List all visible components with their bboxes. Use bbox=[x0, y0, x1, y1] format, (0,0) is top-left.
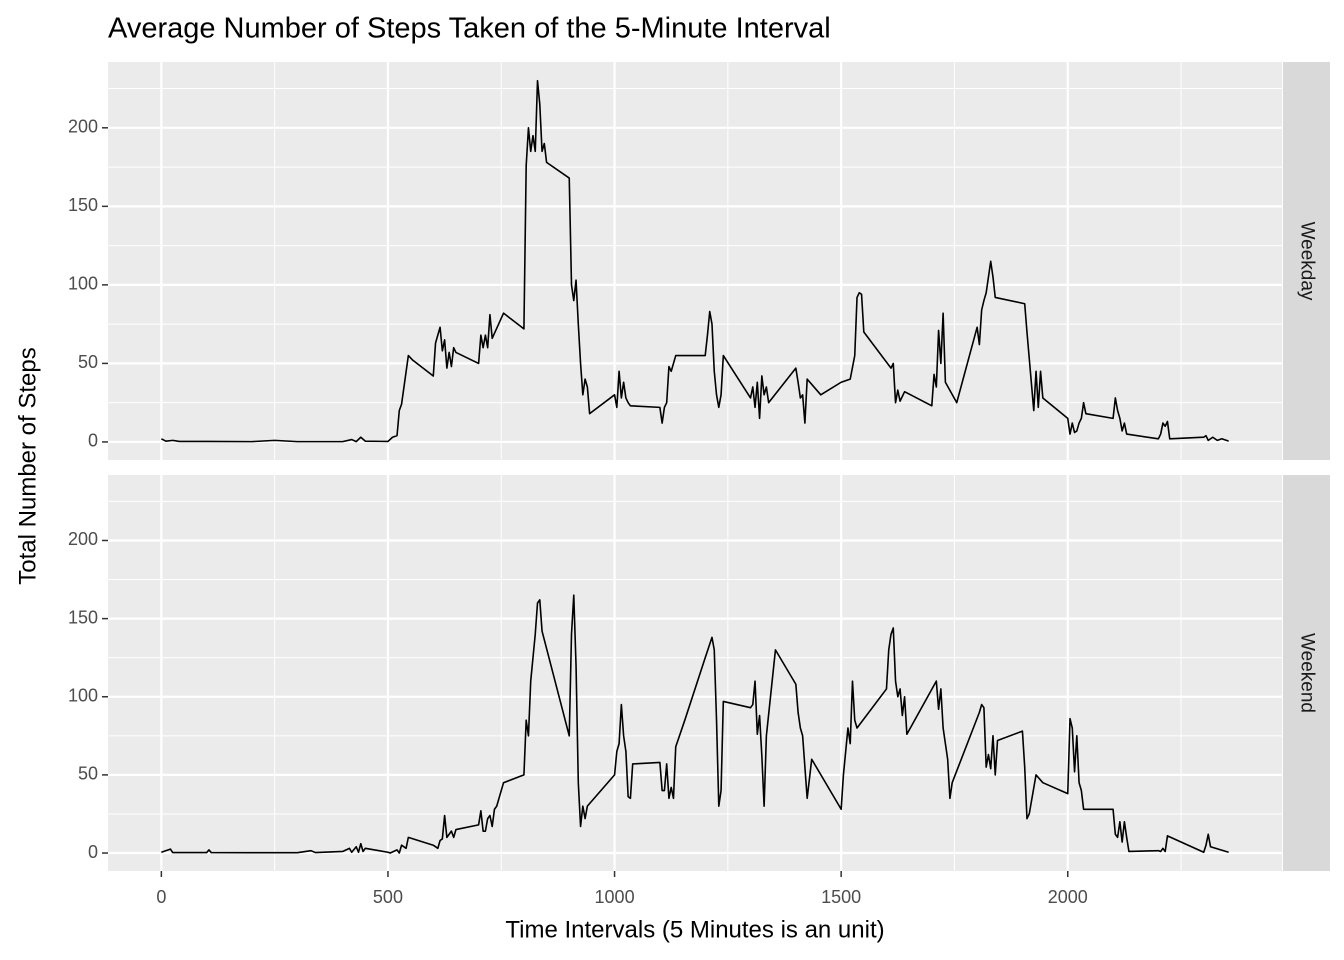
y-tick-label: 100 bbox=[68, 274, 98, 294]
chart-title: Average Number of Steps Taken of the 5-M… bbox=[108, 13, 831, 45]
facet-strip bbox=[1283, 62, 1330, 460]
data-line bbox=[160, 79, 1229, 443]
x-tick-label: 0 bbox=[156, 887, 166, 907]
y-tick-label: 200 bbox=[68, 529, 98, 549]
y-tick-label: 150 bbox=[68, 607, 98, 627]
x-axis-title: Time Intervals (5 Minutes is an unit) bbox=[505, 916, 884, 943]
panel-background bbox=[108, 475, 1282, 871]
facet-strip bbox=[1283, 475, 1330, 871]
facet-label: Weekday bbox=[1296, 222, 1317, 301]
y-tick-label: 0 bbox=[88, 842, 98, 862]
y-tick-label: 0 bbox=[88, 431, 98, 451]
x-tick-label: 500 bbox=[373, 887, 403, 907]
y-axis-title: Total Number of Steps bbox=[14, 347, 41, 584]
y-tick-label: 100 bbox=[68, 686, 98, 706]
data-line bbox=[161, 594, 1229, 854]
y-tick-label: 200 bbox=[68, 117, 98, 137]
panel-background bbox=[108, 62, 1282, 460]
x-tick-label: 1000 bbox=[595, 887, 635, 907]
y-tick-label: 50 bbox=[78, 764, 98, 784]
facet-label: Weekend bbox=[1296, 633, 1317, 713]
y-tick-label: 150 bbox=[68, 195, 98, 215]
y-tick-label: 50 bbox=[78, 352, 98, 372]
x-tick-label: 2000 bbox=[1048, 887, 1088, 907]
x-tick-label: 1500 bbox=[821, 887, 861, 907]
